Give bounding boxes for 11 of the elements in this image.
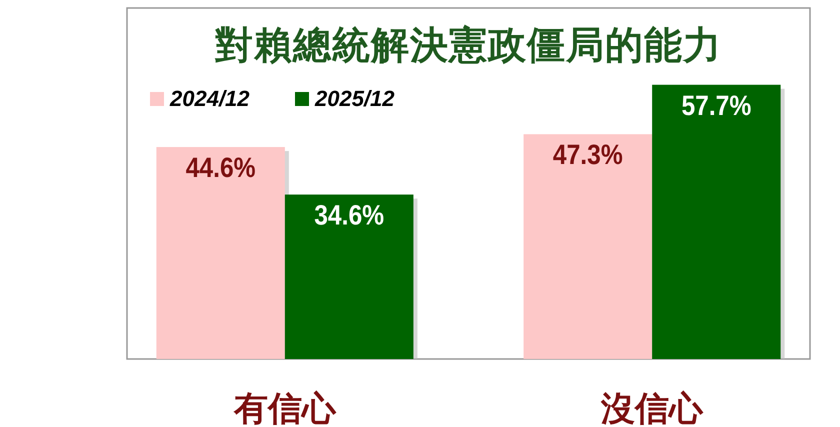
data-label: 57.7% xyxy=(681,89,752,122)
x-tick-label: 沒信心 xyxy=(600,389,704,427)
bar xyxy=(524,134,652,359)
data-label: 44.6% xyxy=(186,152,256,184)
data-label: 47.3% xyxy=(552,138,623,171)
x-tick-label: 有信心 xyxy=(232,389,337,427)
data-label: 34.6% xyxy=(314,199,384,231)
bar xyxy=(156,147,285,359)
legend-label: 2024/12 xyxy=(169,86,250,111)
legend-label: 2025/12 xyxy=(314,86,396,111)
chart-title: 對賴總統解決憲政僵局的能力 xyxy=(214,22,722,67)
